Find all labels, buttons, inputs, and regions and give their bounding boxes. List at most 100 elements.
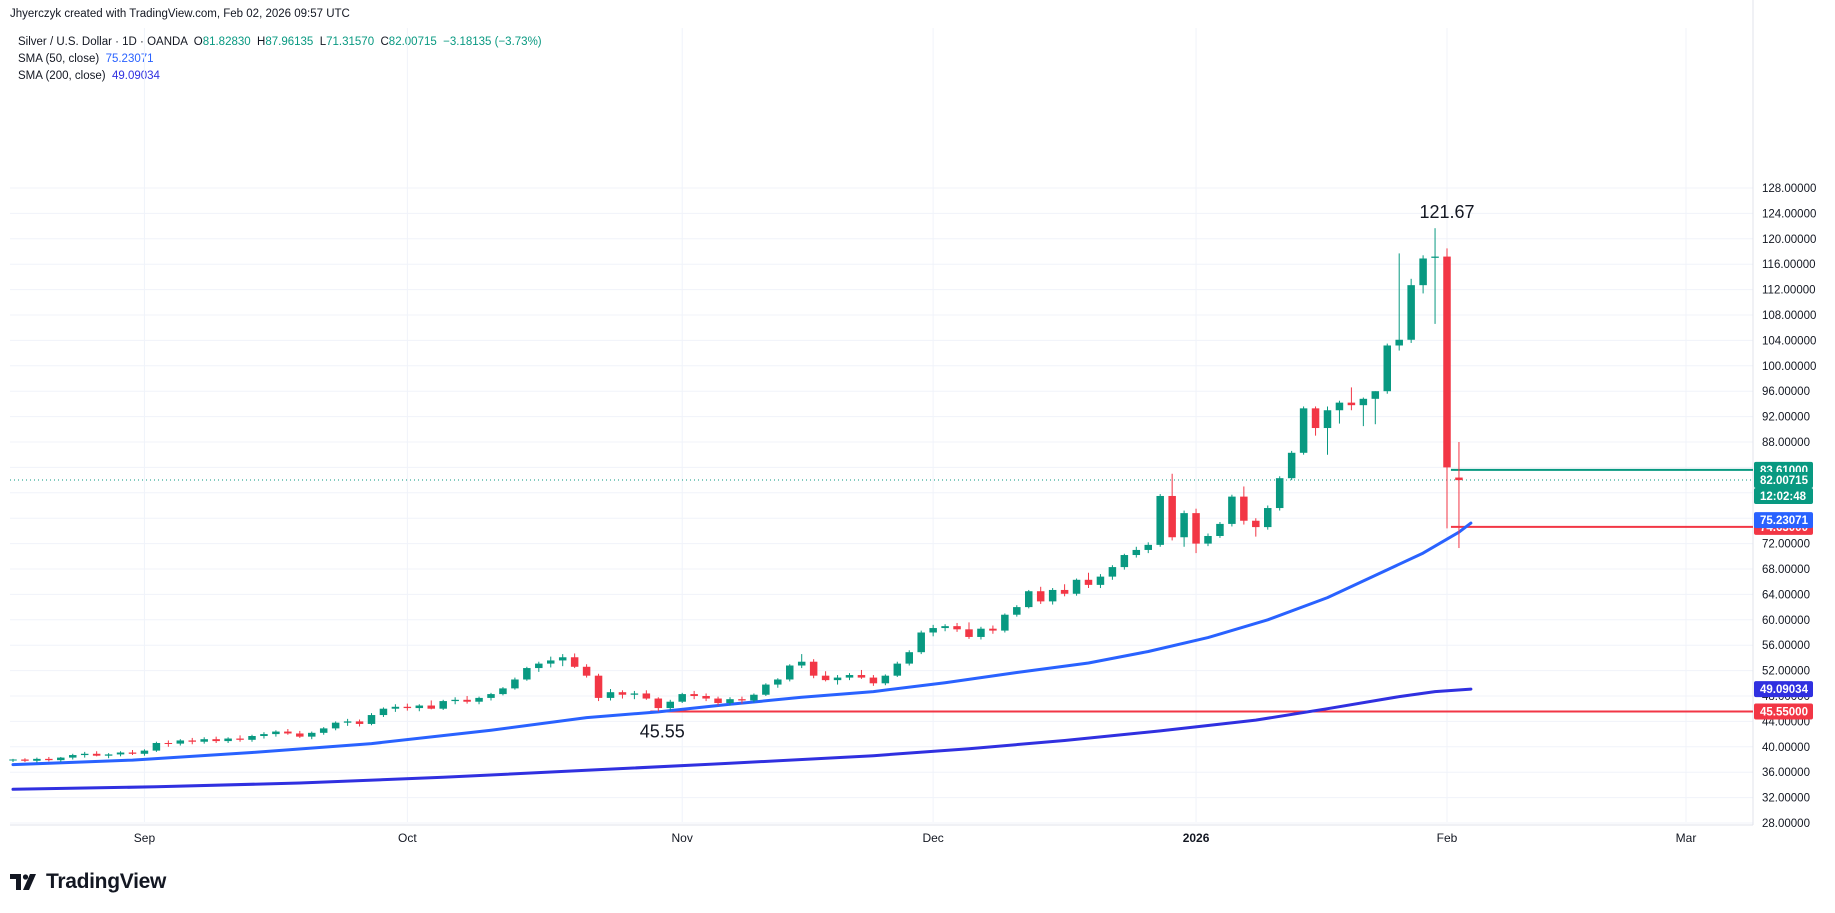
candle: [917, 630, 925, 655]
annotations: 121.67 45.55: [640, 202, 1475, 741]
candle: [809, 659, 818, 679]
candle-body: [523, 668, 531, 680]
candle-body: [427, 705, 435, 709]
y-tick-label: 120.00000: [1762, 234, 1816, 246]
candle-body: [296, 733, 304, 737]
candle: [1132, 546, 1141, 558]
candle: [606, 689, 615, 701]
candle-body: [1359, 398, 1368, 406]
candle: [630, 690, 639, 700]
time-axis[interactable]: Sep Oct Nov Dec 2026 Feb Mar: [134, 831, 1697, 845]
candle: [1443, 248, 1451, 529]
candle-body: [678, 694, 686, 702]
candle-body: [57, 757, 65, 761]
candle: [1072, 578, 1081, 596]
candle-body: [1455, 477, 1463, 481]
candle-body: [1275, 478, 1284, 509]
x-tick-label: Oct: [398, 831, 417, 845]
price-axis[interactable]: 28.0000032.0000036.0000040.0000044.00000…: [1754, 183, 1816, 830]
level-price-tag-text: 45.55000: [1760, 707, 1808, 719]
candle: [1108, 565, 1117, 580]
candle-body: [869, 677, 878, 684]
candle-body: [511, 679, 519, 689]
candle: [427, 700, 435, 710]
candle: [403, 703, 412, 711]
candle: [1431, 228, 1439, 324]
sma50-label: SMA (50, close): [18, 53, 100, 65]
y-tick-label: 72.00000: [1762, 539, 1810, 551]
tradingview-logo[interactable]: TradingView: [10, 870, 166, 894]
candle-body: [726, 699, 734, 703]
candle: [714, 696, 722, 706]
candle-body: [977, 628, 985, 637]
countdown-tag: 12:02:48: [1754, 488, 1813, 505]
candle: [726, 697, 734, 706]
price-tag: 82.00715: [1754, 472, 1813, 489]
candle-body: [1299, 408, 1308, 453]
candle: [69, 753, 77, 760]
tradingview-logo-text: TradingView: [46, 870, 167, 893]
candle: [1335, 400, 1344, 424]
candle: [475, 696, 483, 705]
candle-body: [1252, 520, 1260, 528]
candle: [523, 666, 531, 681]
candle: [977, 626, 985, 640]
candle: [678, 692, 686, 703]
candle: [1299, 406, 1308, 455]
candle: [379, 707, 388, 717]
y-tick-label: 116.00000: [1762, 259, 1816, 271]
candle-body: [92, 753, 101, 756]
candle: [355, 719, 364, 727]
y-tick-label: 112.00000: [1762, 285, 1816, 297]
candle-body: [403, 706, 412, 709]
price-chart[interactable]: 121.67 45.55 28.00000 32.00000 36.00000 40.0…: [0, 0, 1835, 860]
candle: [439, 699, 447, 710]
candle-body: [487, 694, 495, 698]
candle: [845, 673, 854, 681]
candle: [104, 753, 113, 759]
candle: [797, 654, 806, 669]
sma200-line: [11, 687, 1473, 791]
sma50-row: SMA (50, close) 75.23071: [18, 51, 542, 68]
candle: [762, 683, 770, 696]
candle-body: [630, 693, 639, 695]
level-price-tag-bg: [1754, 703, 1813, 720]
candle-body: [415, 705, 424, 709]
candle-body: [1287, 452, 1296, 479]
candle-body: [80, 753, 89, 756]
candle-body: [654, 698, 663, 709]
candle: [21, 758, 29, 763]
candle-body: [355, 721, 364, 724]
candle: [1192, 508, 1200, 554]
candle: [248, 734, 256, 742]
y-tick-label: 92.00000: [1762, 412, 1810, 424]
symbol-row: Silver / U.S. Dollar · 1D · OANDA O81.82…: [18, 34, 542, 51]
open-value: 81.82830: [202, 36, 251, 48]
candle: [511, 677, 519, 690]
high-value: 87.96135: [265, 36, 314, 48]
candle: [893, 661, 902, 677]
candle-body: [33, 758, 41, 761]
candle: [1216, 522, 1224, 538]
candle-body: [714, 698, 722, 703]
candle: [857, 669, 866, 679]
price-tag-bg: [1754, 472, 1813, 489]
candle: [319, 727, 328, 735]
candle-body: [917, 632, 925, 653]
candle: [367, 713, 376, 726]
candle-body: [1060, 589, 1069, 594]
candle: [391, 704, 400, 712]
candle-body: [21, 759, 29, 761]
candle: [1240, 486, 1248, 525]
candle-body: [9, 759, 17, 761]
candle: [188, 737, 196, 745]
candle-body: [463, 699, 471, 702]
change-value: −3.18135 (−3.73%): [443, 36, 542, 48]
x-tick-label: Nov: [672, 831, 693, 845]
candle-body: [140, 750, 149, 754]
candle-body: [666, 701, 674, 709]
symbol-title: Silver / U.S. Dollar · 1D · OANDA: [18, 36, 188, 48]
candle: [1275, 476, 1284, 511]
open-label: O: [193, 36, 203, 48]
sma200-row: SMA (200, close) 49.09034: [18, 68, 542, 85]
